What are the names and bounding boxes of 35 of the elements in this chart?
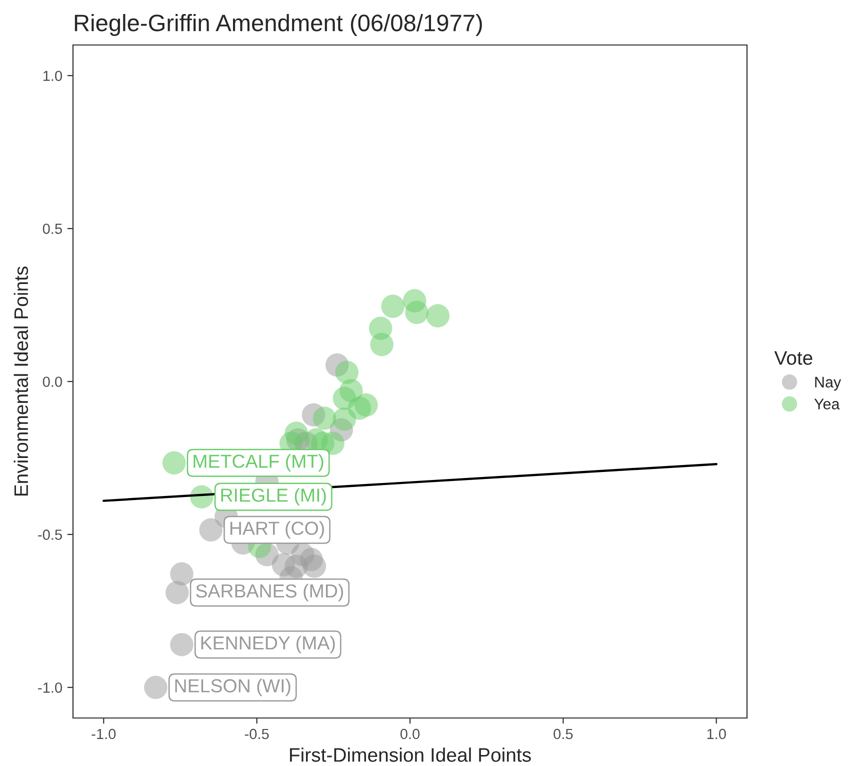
point [199,518,222,542]
point [312,406,336,430]
legend-title: Vote [774,351,812,365]
point [405,300,428,324]
x-axis-title: First-Dimension Ideal Points [290,748,531,762]
chart-title: Riegle-Griffin Amendment (06/08/1977) [74,14,482,36]
point [426,304,450,328]
data-label: METCALF (MT) [194,454,324,472]
x-tick-label: -1.0 [92,728,116,740]
y-tick-label: 0.0 [42,376,62,387]
data-label: HART (CO) [230,521,324,539]
y-tick-label: -0.5 [38,530,62,540]
data-label: KENNEDY (MA) [201,636,335,654]
point [332,408,356,431]
y-tick-label: 1.0 [43,70,62,82]
point [381,294,404,318]
legend-label: Nay [815,376,842,391]
x-tick-label: -0.5 [244,728,269,740]
point [162,451,186,474]
point [370,332,394,356]
x-tick-label: 0.0 [400,728,420,740]
y-axis-title: Environmental Ideal Points [14,266,28,496]
point [335,360,359,384]
x-tick-label: 0.5 [554,728,573,740]
data-label: RIEGLE (MI) [221,488,326,506]
point [170,562,194,586]
y-tick-label: 0.5 [42,224,62,234]
legend-label: Yea [814,398,840,410]
x-tick-label: 1.0 [707,728,726,740]
data-label: NELSON (WI) [175,678,290,696]
point [166,580,189,604]
point [144,676,168,700]
data-label: SARBANES (MD) [196,584,344,602]
point [170,632,194,656]
y-tick-label: -1.0 [38,682,62,693]
